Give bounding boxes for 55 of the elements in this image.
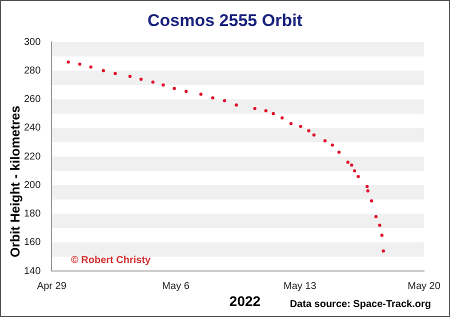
point: [89, 65, 92, 69]
point: [222, 99, 226, 102]
annotation: © Robert Christy: [71, 255, 151, 266]
point: [346, 160, 350, 164]
point: [307, 129, 310, 132]
point: [139, 78, 143, 81]
x-tick-label: Apr 29: [36, 280, 67, 292]
chart-title: Cosmos 2555 Orbit: [146, 11, 304, 31]
point: [264, 109, 268, 112]
y-tick-label: 240: [24, 122, 42, 134]
point: [299, 124, 302, 128]
point: [234, 103, 238, 107]
point: [253, 106, 256, 110]
point: [162, 83, 165, 87]
point: [114, 72, 117, 76]
point: [352, 169, 356, 172]
x-tick-label: May 13: [283, 280, 317, 292]
point: [272, 112, 275, 116]
point: [151, 80, 154, 84]
point: [330, 143, 334, 147]
point: [323, 139, 327, 142]
y-tick-label: 260: [24, 94, 42, 105]
y-tick-label: 200: [24, 180, 42, 191]
point: [78, 62, 82, 66]
point: [280, 116, 284, 120]
point: [289, 122, 293, 126]
y-axis-title: Orbit Height - kilometres: [8, 105, 23, 257]
point: [382, 249, 385, 253]
x-tick-label: May 20: [408, 280, 441, 292]
x-tick-label: May 6: [162, 280, 190, 292]
point: [366, 189, 370, 192]
y-tick-label: 300: [24, 36, 42, 48]
point: [366, 184, 369, 188]
point: [184, 90, 188, 93]
point: [378, 224, 382, 227]
y-tick-label: 160: [24, 237, 42, 248]
point: [128, 74, 132, 78]
point: [374, 215, 378, 218]
y-tick-label: 180: [24, 208, 42, 220]
point: [102, 69, 105, 72]
point: [337, 150, 341, 154]
x-axis-title: 2022: [229, 293, 261, 309]
point: [211, 96, 214, 100]
point: [370, 199, 374, 202]
y-tick-label: 140: [24, 266, 42, 277]
point: [380, 234, 384, 237]
y-tick-label: 280: [24, 65, 42, 76]
point: [356, 174, 360, 178]
point: [199, 92, 203, 96]
point: [350, 163, 354, 167]
source-note: Data source: Space-Track.org: [290, 299, 431, 310]
point: [312, 133, 316, 137]
point: [172, 86, 176, 90]
point: [66, 60, 70, 64]
y-tick-label: 220: [24, 151, 42, 162]
